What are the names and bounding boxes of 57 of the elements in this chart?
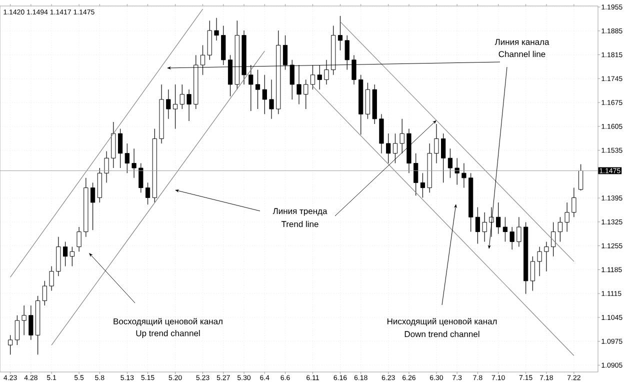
annotation: Channel line [498,50,546,58]
candlestick [262,74,267,114]
candlestick [14,315,20,346]
candlestick [186,89,192,122]
candlestick [70,246,74,267]
candlestick [578,164,584,191]
annotation: Up trend channel [136,330,200,338]
candlestick [118,128,123,168]
candlestick [434,124,439,164]
candlestick [544,241,549,272]
candlestick [392,133,398,164]
candlestick [124,143,130,174]
candlestick [448,148,453,178]
candlestick [166,89,171,120]
candlestick [62,241,68,267]
annotation: Восходящий ценовой канал [114,318,222,326]
candlestick [338,16,343,51]
candlestick [502,216,508,242]
candlestick [28,305,34,340]
candlestick [269,79,274,120]
candlestick [510,226,514,250]
candlestick [454,158,460,186]
annotation: Линия тренда [272,208,328,216]
candlestick [22,305,26,336]
candlestick [462,162,466,188]
candlestick [572,187,576,218]
candlestick [516,216,522,248]
annotation: Нисходящий ценовой канал [387,318,497,326]
candlestick [496,202,501,234]
candlestick [475,206,480,244]
candlestick [304,79,308,110]
annotation: Линия канала [494,39,550,45]
candlestick [386,133,391,164]
candlestick [441,133,446,183]
candlestick [214,18,219,41]
candlestick [558,216,562,242]
candlestick [145,182,150,205]
candlestick [138,162,144,193]
candlestick [551,222,556,257]
candlestick [180,84,184,110]
annotation: Down trend channel [404,330,480,338]
annotation: Trend line [281,220,318,228]
candlestick [530,256,536,292]
candlestick [132,148,136,178]
candlestick [104,151,109,183]
candlestick [537,246,542,276]
candlestick [420,172,426,198]
candlestick [482,212,487,242]
candlestick [255,69,260,110]
candlestick [8,334,13,355]
candlestick [90,182,96,230]
candlestick [564,202,570,232]
candlestick [49,266,54,292]
candlestick [414,153,418,196]
candlestick [172,84,178,130]
candlestick [76,226,82,252]
candlestick [42,280,47,306]
